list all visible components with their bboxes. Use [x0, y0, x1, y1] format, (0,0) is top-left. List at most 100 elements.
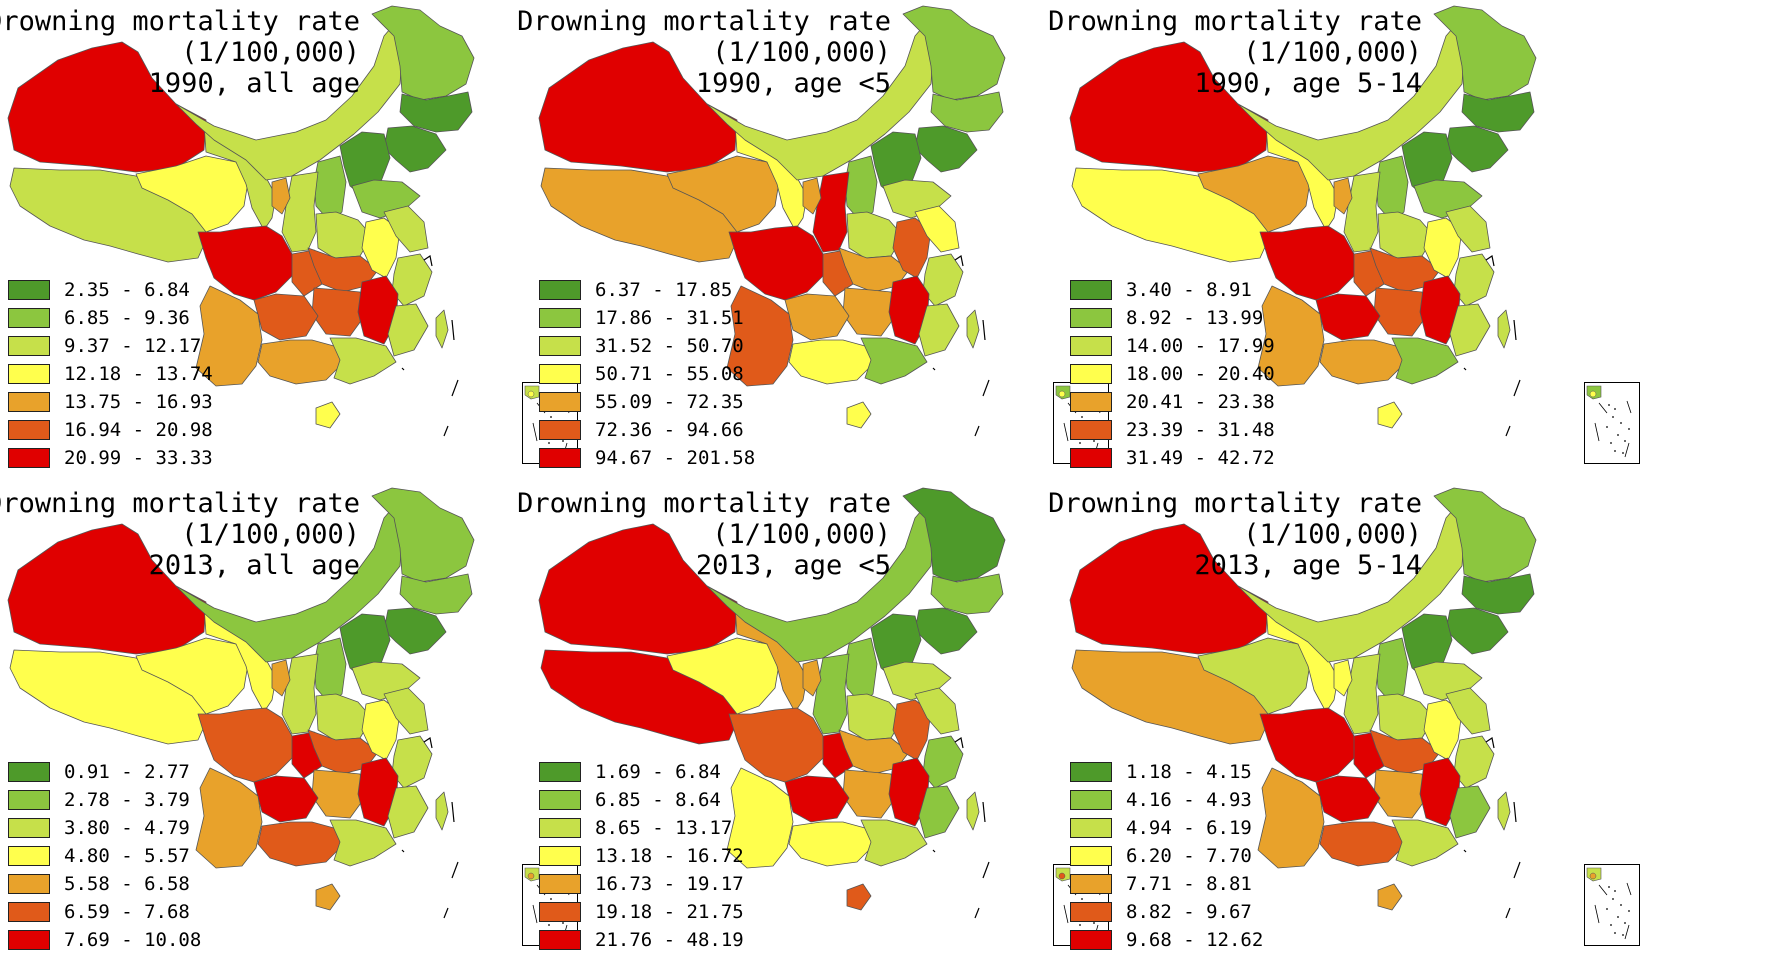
province-guizhou	[253, 775, 319, 823]
legend-item: 3.40 - 8.91	[1070, 276, 1275, 304]
province-guangdong	[329, 819, 397, 867]
province-yunnan	[195, 285, 263, 387]
legend-swatch	[8, 364, 50, 384]
legend-item: 20.99 - 33.33	[8, 444, 213, 472]
province-hainan	[846, 883, 872, 911]
title-line-3: 1990, all age	[148, 68, 360, 99]
province-anhui	[1423, 699, 1463, 761]
province-jiangsu	[383, 687, 429, 735]
legend-range-label: 21.76 - 48.19	[595, 929, 744, 951]
title-line-1: Drowning mortality rate	[517, 6, 891, 37]
province-guangdong	[329, 337, 397, 385]
province-liaoning	[914, 607, 978, 655]
coastal-islands	[932, 255, 990, 437]
legend-swatch	[1070, 874, 1112, 894]
legend-item: 6.37 - 17.85	[539, 276, 755, 304]
province-yunnan	[195, 767, 263, 869]
legend-range-label: 0.91 - 2.77	[64, 761, 190, 783]
map-legend: 3.40 - 8.91 8.92 - 13.99 14.00 - 17.99 18.0…	[1070, 276, 1275, 472]
legend-range-label: 5.58 - 6.58	[64, 873, 190, 895]
province-zhejiang	[391, 735, 433, 789]
province-shanxi	[844, 155, 878, 223]
province-yunnan	[726, 767, 794, 869]
legend-swatch	[1070, 420, 1112, 440]
province-qinghai	[135, 637, 249, 715]
map-title: Drowning mortality rate (1/100,000) 2013…	[0, 488, 360, 581]
legend-range-label: 19.18 - 21.75	[595, 901, 744, 923]
province-guangxi	[788, 821, 876, 867]
province-qinghai	[135, 155, 249, 233]
province-ningxia	[802, 659, 822, 697]
legend-swatch	[8, 392, 50, 412]
legend-range-label: 12.18 - 13.74	[64, 363, 213, 385]
legend-swatch	[8, 308, 50, 328]
province-shaanxi	[812, 171, 850, 253]
province-zhejiang	[922, 253, 964, 307]
legend-item: 13.75 - 16.93	[8, 388, 213, 416]
legend-swatch	[1070, 308, 1112, 328]
legend-item: 6.85 - 9.36	[8, 304, 213, 332]
legend-swatch	[8, 930, 50, 950]
province-fujian	[918, 785, 960, 839]
coastal-islands	[401, 255, 459, 437]
legend-item: 55.09 - 72.35	[539, 388, 755, 416]
province-anhui	[1423, 217, 1463, 279]
legend-swatch	[1070, 448, 1112, 468]
legend-swatch	[8, 762, 50, 782]
province-anhui	[361, 217, 401, 279]
legend-item: 72.36 - 94.66	[539, 416, 755, 444]
coastal-islands	[1463, 737, 1521, 919]
legend-item: 4.80 - 5.57	[8, 842, 201, 870]
legend-range-label: 6.59 - 7.68	[64, 901, 190, 923]
legend-range-label: 6.37 - 17.85	[595, 279, 733, 301]
legend-range-label: 7.71 - 8.81	[1126, 873, 1252, 895]
map-legend: 1.69 - 6.84 6.85 - 8.64 8.65 - 13.17 13.18 …	[539, 758, 744, 954]
province-taiwan	[966, 309, 980, 349]
legend-range-label: 20.41 - 23.38	[1126, 391, 1275, 413]
inset-map	[1586, 867, 1632, 940]
china-choropleth-map	[1069, 487, 1537, 919]
province-zhejiang	[391, 253, 433, 307]
map-panel-2: Drowning mortality rate (1/100,000) 1990…	[517, 0, 1121, 482]
province-fujian	[387, 785, 429, 839]
province-shaanxi	[281, 171, 319, 253]
province-taiwan	[966, 791, 980, 831]
legend-range-label: 16.73 - 19.17	[595, 873, 744, 895]
province-jiangsu	[1445, 205, 1491, 253]
legend-range-label: 16.94 - 20.98	[64, 419, 213, 441]
legend-item: 0.91 - 2.77	[8, 758, 201, 786]
legend-swatch	[8, 790, 50, 810]
province-guangxi	[788, 339, 876, 385]
province-hainan	[1377, 883, 1403, 911]
legend-range-label: 94.67 - 201.58	[595, 447, 756, 469]
province-anhui	[892, 699, 932, 761]
legend-item: 6.59 - 7.68	[8, 898, 201, 926]
province-jiangsu	[383, 205, 429, 253]
legend-range-label: 8.65 - 13.17	[595, 817, 733, 839]
province-fujian	[387, 303, 429, 357]
province-taiwan	[435, 791, 449, 831]
legend-swatch	[1070, 818, 1112, 838]
legend-item: 8.82 - 9.67	[1070, 898, 1263, 926]
legend-swatch	[539, 930, 581, 950]
province-qinghai	[1197, 637, 1311, 715]
legend-swatch	[539, 818, 581, 838]
china-choropleth-map	[7, 487, 475, 919]
province-fujian	[1449, 785, 1491, 839]
legend-range-label: 31.52 - 50.70	[595, 335, 744, 357]
province-ningxia	[802, 177, 822, 215]
title-line-2: (1/100,000)	[1243, 519, 1422, 550]
legend-range-label: 31.49 - 42.72	[1126, 447, 1275, 469]
legend-swatch	[8, 448, 50, 468]
legend-item: 8.92 - 13.99	[1070, 304, 1275, 332]
map-legend: 0.91 - 2.77 2.78 - 3.79 3.80 - 4.79 4.80 - …	[8, 758, 201, 954]
legend-swatch	[539, 364, 581, 384]
province-fujian	[918, 303, 960, 357]
legend-item: 31.52 - 50.70	[539, 332, 755, 360]
province-heilongjiang	[902, 487, 1006, 583]
province-guangxi	[1319, 339, 1407, 385]
legend-swatch	[8, 280, 50, 300]
legend-item: 1.18 - 4.15	[1070, 758, 1263, 786]
legend-range-label: 4.94 - 6.19	[1126, 817, 1252, 839]
inset-map	[1586, 385, 1632, 458]
